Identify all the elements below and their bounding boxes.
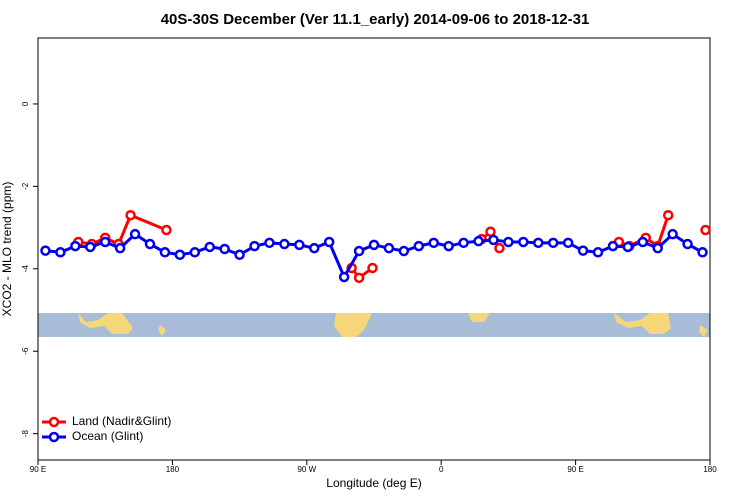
point <box>547 237 559 249</box>
point <box>40 245 51 256</box>
x-tick-label: 180 <box>703 465 717 474</box>
point <box>353 245 365 257</box>
x-tick-label: 180 <box>166 465 180 474</box>
point <box>294 239 305 251</box>
point <box>85 241 96 253</box>
point <box>398 245 410 257</box>
point <box>249 240 260 252</box>
point <box>55 247 66 258</box>
y-tick-label: -4 <box>21 265 30 273</box>
point <box>458 237 469 249</box>
point <box>129 228 141 240</box>
legend-label: Ocean (Glint) <box>72 429 143 443</box>
point <box>219 243 230 255</box>
legend-label: Land (Nadir&Glint) <box>72 414 171 428</box>
point <box>383 242 395 254</box>
point <box>682 238 693 250</box>
point <box>70 240 81 252</box>
legend-marker <box>48 416 60 428</box>
point <box>234 249 245 261</box>
point <box>562 237 574 249</box>
point <box>533 237 544 249</box>
point <box>662 209 674 221</box>
x-tick-label: 90 E <box>567 465 583 474</box>
y-axis-label: XCO2 - MLO trend (ppm) <box>0 182 14 317</box>
point <box>700 224 711 236</box>
x-tick-label: 90 E <box>30 465 46 474</box>
point <box>652 242 663 254</box>
point <box>637 236 649 248</box>
point <box>144 238 156 250</box>
point <box>413 240 425 252</box>
point <box>368 239 380 251</box>
y-tick-label: -8 <box>21 430 30 438</box>
point <box>174 249 186 261</box>
point <box>161 224 172 236</box>
point <box>518 236 529 248</box>
point <box>353 272 365 284</box>
point <box>99 236 111 248</box>
point <box>159 247 171 258</box>
y-tick-label: -2 <box>21 182 30 190</box>
point <box>592 247 604 258</box>
point <box>189 247 201 258</box>
x-tick-label: 90 W <box>297 465 316 474</box>
point <box>473 235 484 247</box>
point <box>323 236 335 248</box>
y-tick-label: 0 <box>21 101 30 106</box>
x-axis-label: Longitude (deg E) <box>326 476 421 490</box>
map-strip <box>38 313 710 337</box>
point <box>428 237 439 249</box>
point <box>494 242 505 254</box>
point <box>503 236 514 248</box>
x-tick-label: 0 <box>439 465 444 474</box>
point <box>488 234 499 246</box>
point <box>443 240 454 252</box>
chart-title: 40S-30S December (Ver 11.1_early) 2014-0… <box>161 11 590 28</box>
point <box>264 237 275 249</box>
point <box>485 226 496 237</box>
point <box>697 247 708 258</box>
point <box>622 241 634 253</box>
point <box>367 262 378 274</box>
point <box>279 238 290 250</box>
legend-marker <box>48 431 60 443</box>
plot-frame <box>37 37 711 461</box>
point <box>114 242 126 254</box>
point <box>667 228 678 240</box>
point <box>309 242 320 254</box>
land-masses <box>78 313 708 337</box>
point <box>577 245 589 256</box>
point <box>607 240 619 252</box>
point <box>125 209 136 221</box>
point <box>204 241 215 253</box>
point <box>338 271 350 283</box>
y-tick-label: -6 <box>21 347 30 355</box>
